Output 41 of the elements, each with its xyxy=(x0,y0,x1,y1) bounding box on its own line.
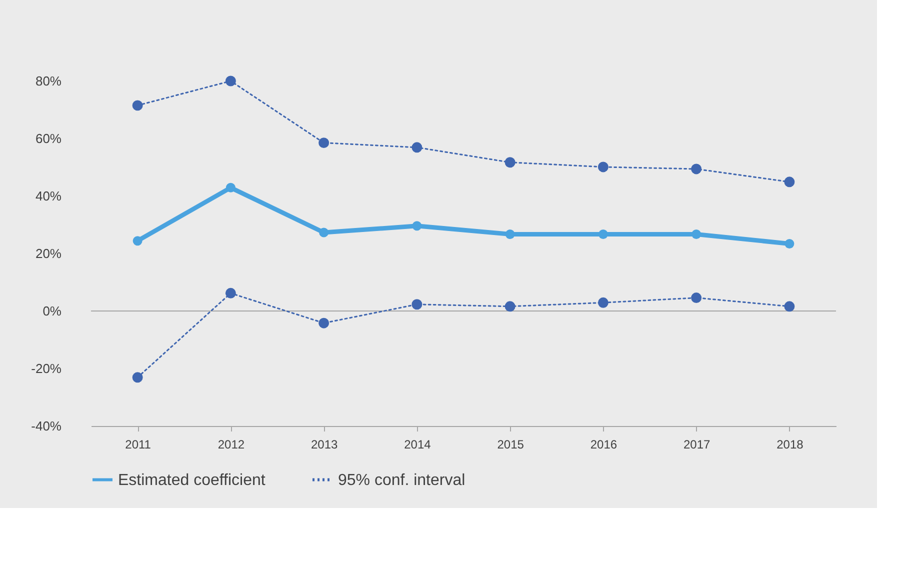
point xyxy=(225,288,236,298)
x-tick-label: 2016 xyxy=(590,438,618,452)
point xyxy=(504,301,516,312)
y-tick-label: 0% xyxy=(42,304,62,318)
point xyxy=(784,301,795,312)
y-tick-label: 20% xyxy=(35,246,62,261)
point xyxy=(318,318,330,328)
point xyxy=(691,164,702,174)
point xyxy=(412,221,422,231)
point xyxy=(598,162,608,172)
point xyxy=(319,228,329,238)
point xyxy=(132,372,143,383)
x-tick-label: 2014 xyxy=(404,438,432,452)
point xyxy=(132,100,143,111)
point xyxy=(225,76,236,86)
point xyxy=(412,299,422,310)
point xyxy=(691,292,702,304)
x-tick-label: 2013 xyxy=(310,438,338,452)
point xyxy=(598,230,608,239)
point xyxy=(412,142,422,153)
x-tick-label: 2011 xyxy=(125,438,152,452)
x-tick-label: 2015 xyxy=(497,438,524,452)
point xyxy=(692,230,702,239)
x-tick-label: 2017 xyxy=(683,438,710,452)
point xyxy=(505,230,515,239)
point xyxy=(318,138,330,148)
point xyxy=(226,182,236,192)
x-tick-label: 2012 xyxy=(218,438,245,452)
y-tick-label: -20% xyxy=(31,361,62,376)
y-tick-label: 60% xyxy=(35,131,62,146)
legend-label: Estimated coefficient xyxy=(118,472,266,489)
point xyxy=(504,157,516,168)
y-tick-label: -40% xyxy=(31,418,62,434)
point xyxy=(132,236,142,246)
point xyxy=(784,176,795,188)
legend-label: 95% conf. interval xyxy=(338,472,466,489)
y-tick-label: 80% xyxy=(35,74,62,88)
point xyxy=(784,238,794,248)
y-tick-label: 40% xyxy=(35,188,62,204)
point xyxy=(598,297,608,308)
x-tick-label: 2018 xyxy=(776,438,804,452)
